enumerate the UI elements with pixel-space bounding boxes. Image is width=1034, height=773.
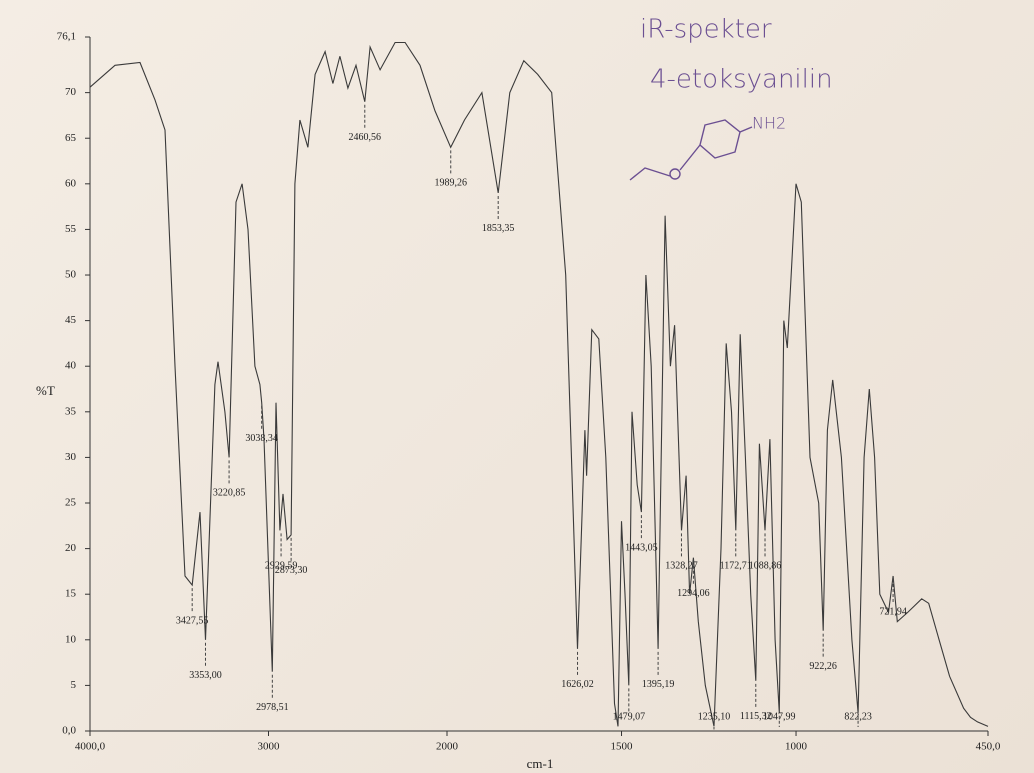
peak-label: 3220,85 <box>213 488 246 499</box>
peak-label: 1443,05 <box>625 542 658 553</box>
peak-label: 1088,86 <box>749 561 782 572</box>
structure <box>629 119 753 181</box>
peak-label: 2978,51 <box>256 702 289 713</box>
peak-label: 1115,32 <box>740 711 772 722</box>
peak-label: 1626,02 <box>561 679 594 690</box>
y-tick-label: 45 <box>65 314 77 326</box>
y-tick-label: 10 <box>65 633 77 645</box>
peak-label: 3038,34 <box>245 433 278 444</box>
x-tick-label: 2000 <box>436 741 459 753</box>
bond <box>739 126 753 133</box>
y-tick-label: 70 <box>65 86 77 98</box>
y-tick-label: 35 <box>65 405 77 417</box>
y-tick-label: 65 <box>65 132 77 144</box>
benzene-ring <box>699 119 741 159</box>
peak-label: 1395,19 <box>642 679 675 690</box>
peak-label: 3353,00 <box>189 670 222 681</box>
y-tick-label: 60 <box>65 177 77 189</box>
y-tick-label: 30 <box>65 451 77 463</box>
peak-label: 2929,59 <box>265 561 298 572</box>
peak-label: 2460,56 <box>349 132 382 143</box>
chart-title: iR-spekter <box>640 15 772 45</box>
peak-label: 1853,35 <box>482 223 515 234</box>
peak-label: 1479,07 <box>613 711 646 722</box>
y-tick-label: 20 <box>65 542 77 554</box>
peak-label: 822,23 <box>844 711 872 722</box>
y-tick-label: 5 <box>71 679 77 691</box>
peak-label: 1989,26 <box>434 178 467 189</box>
peak-label: 1172,71 <box>720 561 752 572</box>
peak-label: 2873,30 <box>275 565 308 576</box>
peak-label: 1294,06 <box>677 588 710 599</box>
x-tick-label: 4000,0 <box>75 741 106 753</box>
oxygen <box>669 168 681 180</box>
x-tick-label: 450,0 <box>976 741 1001 753</box>
y-tick-label: 25 <box>65 497 77 509</box>
y-tick-label: 55 <box>65 223 77 235</box>
y-axis-label: %T <box>36 383 55 398</box>
x-tick-label: 1000 <box>785 741 808 753</box>
spectrum-line <box>89 41 989 727</box>
x-tick-label: 3000 <box>258 741 281 753</box>
peak-label: 922,26 <box>809 661 837 672</box>
peak-label: 1328,27 <box>665 561 698 572</box>
x-tick-label: 1500 <box>611 741 634 753</box>
y-tick-label: 0,0 <box>62 725 76 737</box>
chart-subtitle: 4-etoksyanilin <box>650 65 833 95</box>
y-tick-label: 50 <box>65 269 77 281</box>
y-tick-label: 15 <box>65 588 77 600</box>
peak-label: 1047,99 <box>763 711 796 722</box>
peak-label: 3427,55 <box>176 615 209 626</box>
bond <box>679 144 701 171</box>
y-tick-label: 76,1 <box>57 31 76 43</box>
ethyl <box>629 167 671 181</box>
x-axis-label: cm-1 <box>527 756 554 771</box>
peak-label: 721,94 <box>879 606 907 617</box>
peak-label: 1235,10 <box>698 711 731 722</box>
structure-label: NH2 <box>752 114 786 133</box>
y-tick-label: 40 <box>65 360 77 372</box>
